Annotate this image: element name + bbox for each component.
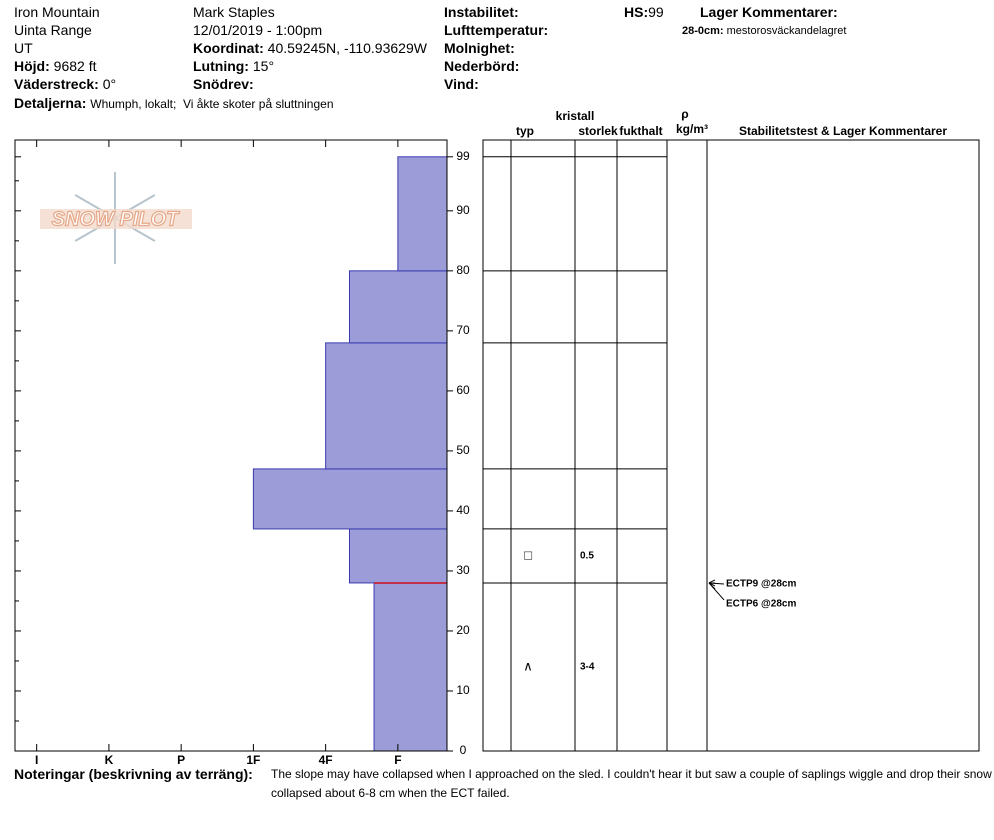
y-tick-label: 0 (460, 743, 467, 757)
grain-type: □ (524, 547, 532, 562)
x-tick-label: F (394, 753, 401, 767)
aspect: Väderstreck: 0° (14, 76, 116, 92)
datetime: 12/01/2019 - 1:00pm (193, 22, 323, 38)
elevation: Höjd: 9682 ft (14, 58, 96, 74)
hardness-frame (14, 139, 448, 752)
y-tick-label: 99 (456, 149, 470, 163)
y-tick-label: 20 (456, 623, 470, 637)
value: 15° (252, 58, 275, 74)
air-temp: Lufttemperatur: (444, 22, 549, 38)
location: Iron Mountain (14, 4, 100, 20)
grain-type: ∧ (523, 658, 533, 673)
layer-comments-title: Lager Kommentarer: (700, 4, 838, 20)
x-tick-label: 4F (319, 753, 333, 767)
column-header: kristall (556, 109, 595, 123)
range: Uinta Range (14, 22, 92, 38)
value: 9682 ft (53, 58, 97, 74)
logo-band (40, 209, 192, 229)
hardness-bar (348, 528, 448, 584)
label: Koordinat: (193, 40, 264, 56)
grain-size: 0.5 (580, 551, 594, 562)
value: 0° (102, 76, 117, 92)
range: 28-0cm: (682, 25, 724, 37)
y-tick-label: 10 (456, 683, 470, 697)
hardness-bar (252, 468, 448, 530)
y-tick-label: 70 (456, 323, 470, 337)
hs: HS:99 (624, 4, 664, 20)
column-header: fukthalt (619, 124, 662, 138)
x-tick-label: K (105, 753, 114, 767)
layer-comment: 28-0cm: mestorosväckandelagret (682, 23, 846, 39)
state: UT (14, 40, 33, 56)
label: Höjd: (14, 58, 50, 74)
details: Detaljerna: Whumph, lokalt; Vi åkte skot… (14, 95, 334, 112)
table-frame (482, 139, 980, 752)
hardness-bar (373, 582, 448, 752)
coordinates: Koordinat: 40.59245N, -110.93629W (193, 40, 427, 56)
y-tick-label: 90 (456, 203, 470, 217)
y-tick-label: 80 (456, 263, 470, 277)
notes-line: The slope may have collapsed when I appr… (271, 767, 992, 781)
y-tick-label: 40 (456, 503, 470, 517)
value: Whumph, lokalt; Vi åkte skoter på sluttn… (90, 97, 334, 111)
notes-label: Noteringar (beskrivning av terräng): (14, 766, 253, 782)
hardness-bar (325, 342, 448, 470)
x-tick-label: 1F (246, 753, 260, 767)
observer: Mark Staples (193, 4, 275, 20)
test-label: ECTP9 @28cm (726, 579, 796, 590)
label: HS: (624, 4, 649, 20)
value: 99 (648, 4, 664, 20)
label: Väderstreck: (14, 76, 99, 92)
column-header: ρ (681, 107, 688, 121)
instability: Instabilitet: (444, 4, 519, 20)
label: Lutning: (193, 58, 249, 74)
value: 40.59245N, -110.93629W (267, 40, 427, 56)
wind: Vind: (444, 76, 479, 92)
y-tick-label: 50 (456, 443, 470, 457)
test-label: ECTP6 @28cm (726, 599, 796, 610)
notes-line: collapsed about 6-8 cm when the ECT fail… (271, 786, 510, 800)
precip: Nederbörd: (444, 58, 520, 74)
sky: Molnighet: (444, 40, 515, 56)
hardness-bar (348, 270, 448, 344)
logo-text: SNOW PILOT (52, 208, 180, 230)
y-tick-label: 30 (456, 563, 470, 577)
wind-loading: Snödrev: (193, 76, 254, 92)
x-tick-label: I (35, 753, 38, 767)
column-header: kg/m³ (676, 122, 708, 136)
slope: Lutning: 15° (193, 58, 274, 74)
test-arrowhead (708, 582, 716, 590)
text: mestorosväckandelagret (726, 25, 847, 37)
column-header: typ (516, 124, 534, 138)
x-tick-label: P (177, 753, 185, 767)
hardness-bar (397, 156, 448, 272)
grain-size: 3-4 (580, 662, 595, 673)
label: Detaljerna: (14, 95, 87, 111)
column-header: Stabilitetstest & Lager Kommentarer (739, 124, 947, 138)
y-tick-label: 60 (456, 383, 470, 397)
column-header: storlek (578, 124, 618, 138)
